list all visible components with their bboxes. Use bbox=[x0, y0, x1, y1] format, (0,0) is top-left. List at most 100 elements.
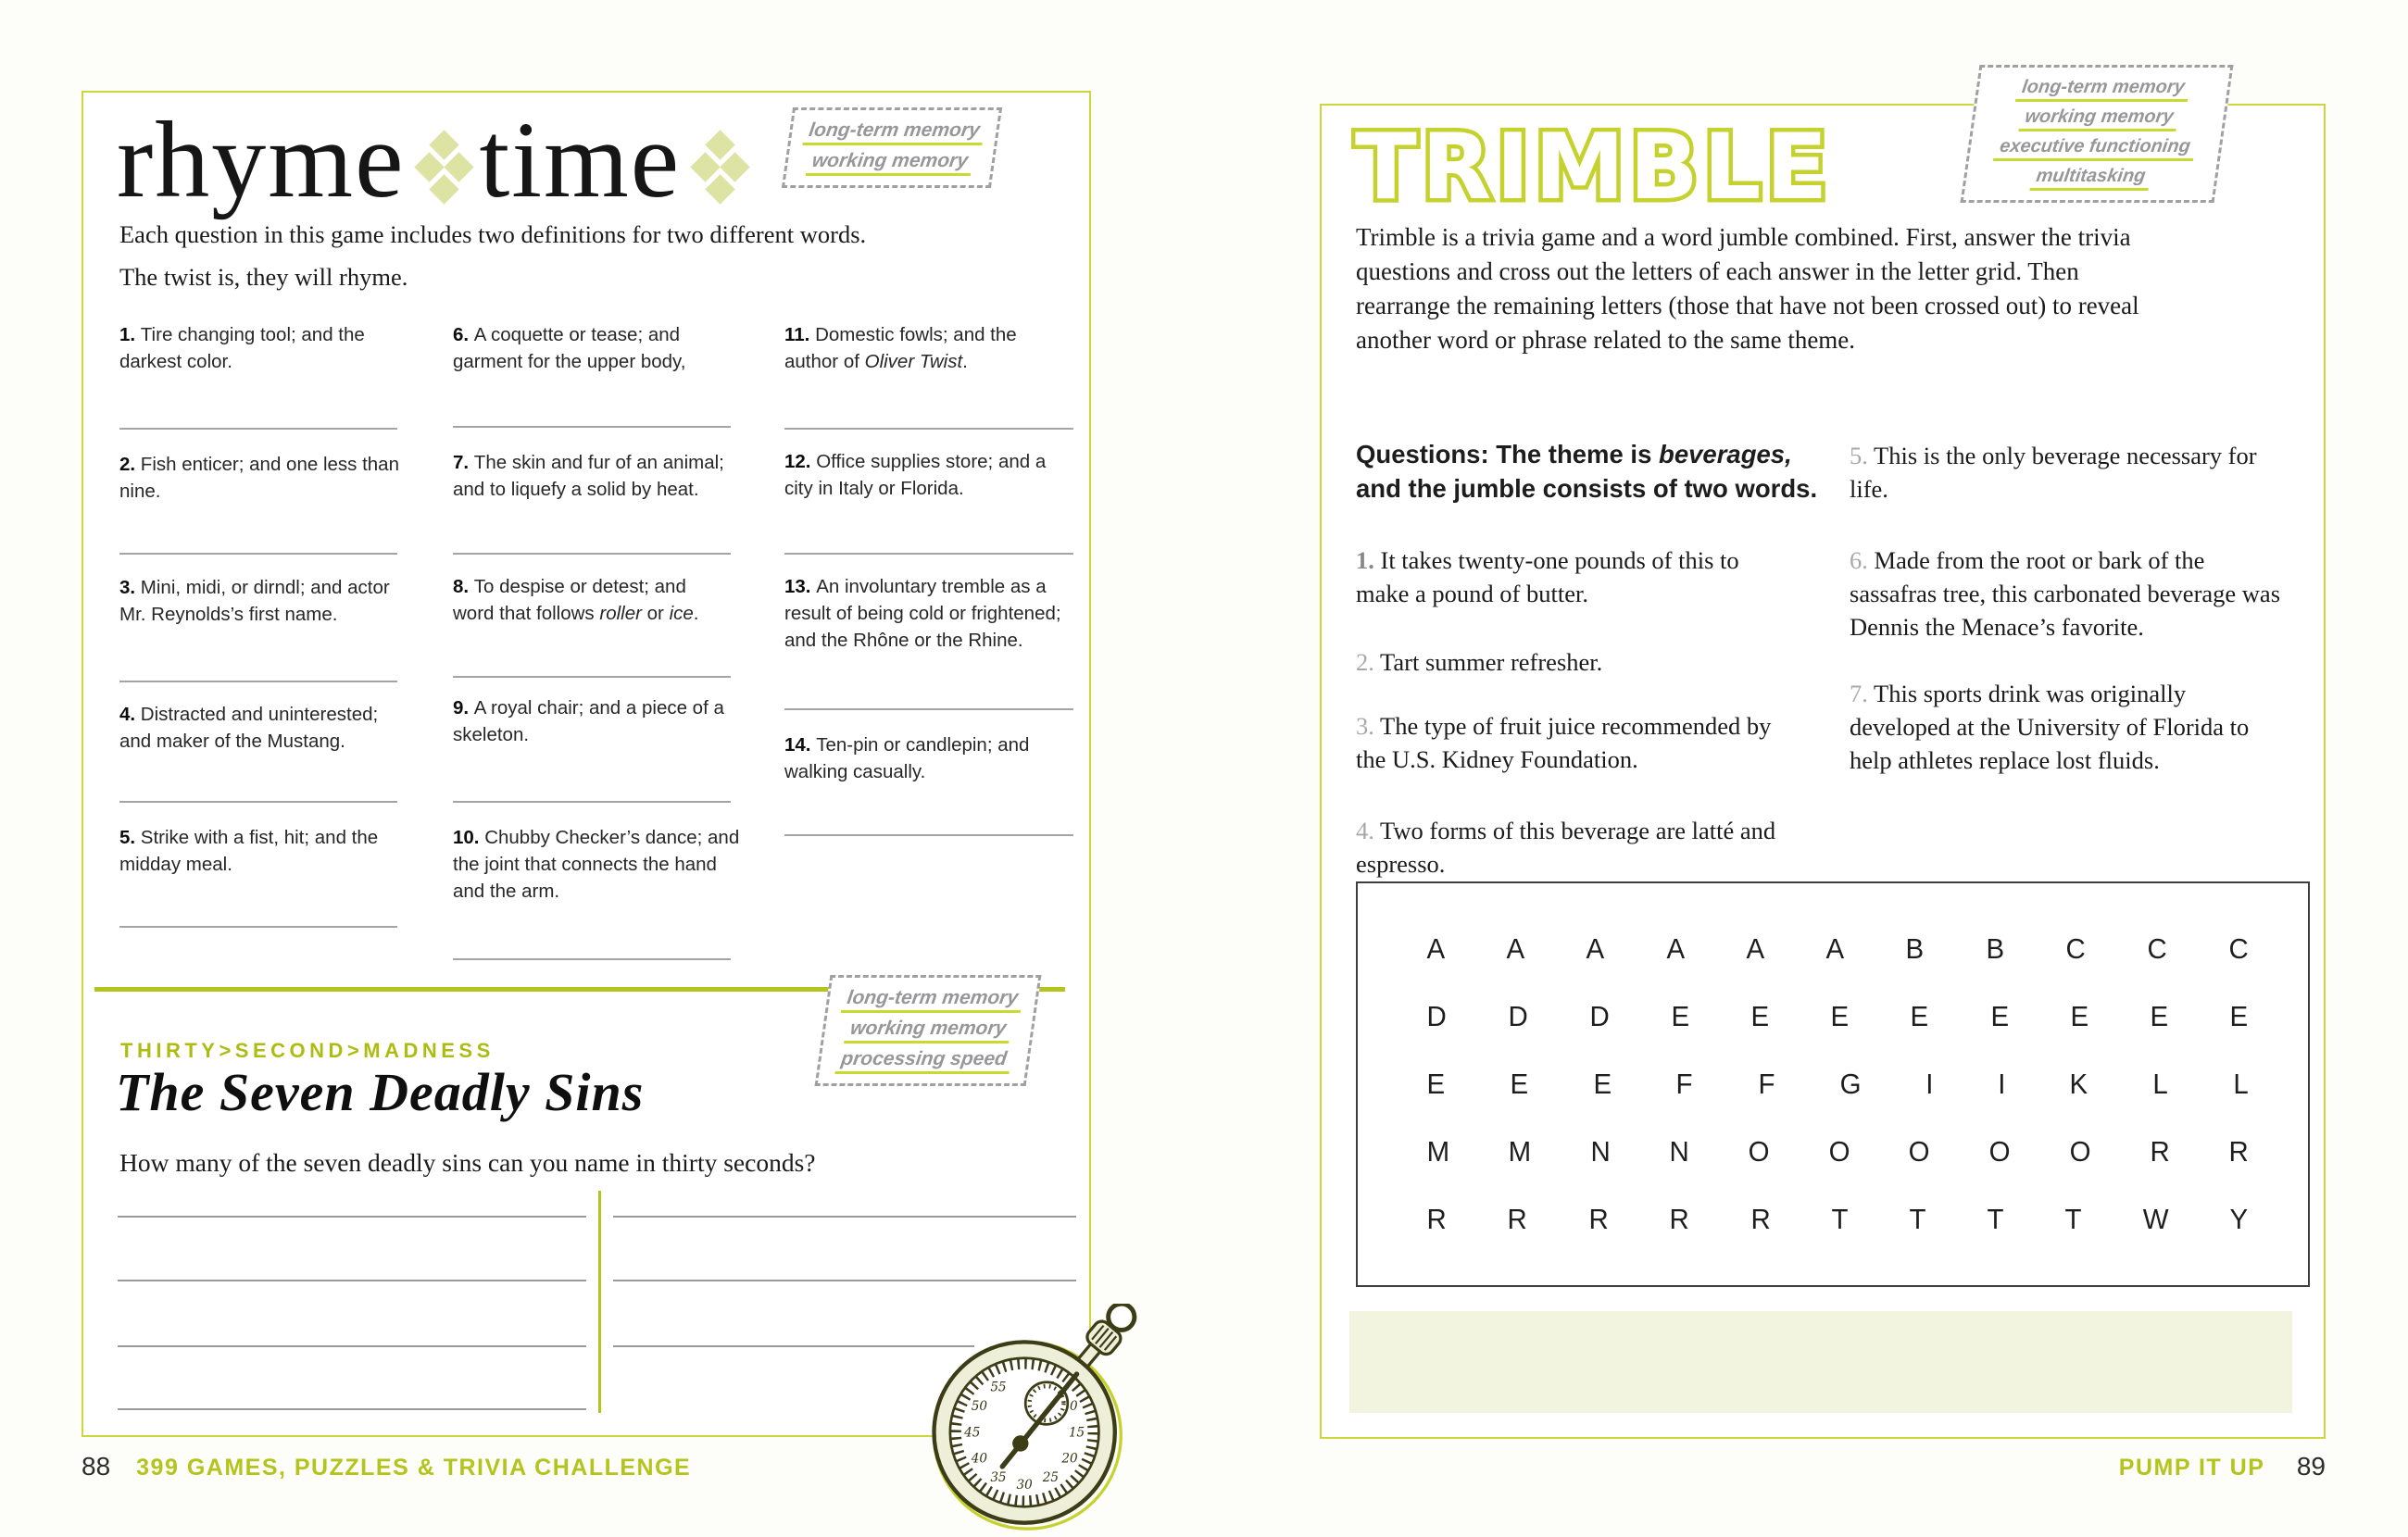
sins-answer-line[interactable] bbox=[613, 1345, 974, 1347]
answer-line[interactable] bbox=[453, 553, 731, 555]
question-number: 3. bbox=[1356, 712, 1381, 740]
cognitive-tag: long-term memory bbox=[802, 119, 986, 145]
grid-letter[interactable]: F bbox=[1675, 1068, 1693, 1100]
grid-letter[interactable]: R bbox=[1426, 1203, 1447, 1235]
answer-line[interactable] bbox=[453, 426, 731, 428]
grid-letter[interactable]: L bbox=[2233, 1068, 2249, 1100]
sins-answer-line[interactable] bbox=[118, 1280, 586, 1281]
grid-letter[interactable]: E bbox=[1426, 1068, 1446, 1100]
grid-letter[interactable]: A bbox=[1666, 932, 1685, 965]
grid-letter[interactable]: W bbox=[2142, 1203, 2169, 1235]
question-number: 2. bbox=[1356, 648, 1381, 676]
grid-letter[interactable]: R bbox=[2150, 1135, 2170, 1168]
grid-letter[interactable]: O bbox=[1908, 1135, 1930, 1168]
grid-letter[interactable]: D bbox=[1589, 1000, 1610, 1032]
rhyme-question-5: 5. Strike with a fist, hit; and the midda… bbox=[119, 827, 379, 875]
sins-answer-line[interactable] bbox=[118, 1345, 586, 1347]
sins-answer-area bbox=[83, 93, 1089, 1435]
answer-line[interactable] bbox=[119, 801, 397, 803]
grid-letter[interactable]: C bbox=[2147, 932, 2167, 965]
question-number: 6. bbox=[1850, 546, 1875, 574]
grid-letter[interactable]: C bbox=[2228, 932, 2249, 965]
question-number: 5. bbox=[1850, 442, 1875, 469]
answer-line[interactable] bbox=[784, 553, 1073, 555]
grid-letter[interactable]: O bbox=[1828, 1135, 1850, 1168]
grid-letter[interactable]: E bbox=[1510, 1068, 1528, 1100]
grid-letter[interactable]: T bbox=[1987, 1203, 2004, 1235]
grid-letter[interactable]: E bbox=[1750, 1000, 1770, 1032]
grid-letter[interactable]: B bbox=[1986, 932, 2004, 965]
cognitive-tag: processing speed bbox=[834, 1048, 1013, 1074]
answer-line[interactable] bbox=[119, 681, 397, 682]
grid-letter[interactable]: T bbox=[1831, 1203, 1849, 1235]
grid-letter[interactable]: R bbox=[1750, 1203, 1771, 1235]
grid-letter[interactable]: C bbox=[2065, 932, 2086, 965]
answer-line[interactable] bbox=[453, 958, 731, 960]
rhyme-question-14: 14. Ten-pin or candlepin; and walking cas… bbox=[784, 734, 1030, 782]
grid-letter[interactable]: T bbox=[2064, 1203, 2082, 1235]
grid-letter[interactable]: O bbox=[1988, 1135, 2011, 1168]
grid-letter[interactable]: A bbox=[1586, 932, 1605, 965]
intro-line: Trimble is a trivia game and a word jumb… bbox=[1356, 223, 2131, 251]
sins-answer-line[interactable] bbox=[118, 1216, 586, 1218]
grid-letter[interactable]: R bbox=[1669, 1203, 1690, 1235]
trimble-questions: 1. It takes twenty-one pounds of this to… bbox=[1322, 106, 2324, 1437]
grid-letter[interactable]: N bbox=[1669, 1135, 1689, 1168]
grid-letter[interactable]: E bbox=[1671, 1000, 1689, 1032]
grid-letter[interactable]: E bbox=[1830, 1000, 1850, 1032]
grid-letter[interactable]: M bbox=[1426, 1135, 1450, 1168]
grid-letter[interactable]: E bbox=[2150, 1000, 2169, 1032]
grid-letter[interactable]: O bbox=[1748, 1135, 1770, 1168]
sins-answer-line[interactable] bbox=[118, 1408, 586, 1410]
grid-letter[interactable]: K bbox=[2069, 1068, 2088, 1100]
grid-letter[interactable]: E bbox=[1593, 1068, 1612, 1100]
answer-line[interactable] bbox=[784, 834, 1073, 836]
answer-line[interactable] bbox=[784, 428, 1073, 430]
answer-line[interactable] bbox=[119, 926, 397, 928]
grid-letter[interactable]: D bbox=[1426, 1000, 1447, 1032]
grid-letter[interactable]: E bbox=[2229, 1000, 2249, 1032]
grid-letter[interactable]: I bbox=[1925, 1068, 1934, 1100]
svg-text:45: 45 bbox=[963, 1425, 980, 1440]
letter-grid: A A A A A A B B C C C D D D E E E E E E E E E E E F F G I I K L L M M N N O O O… bbox=[1356, 881, 2310, 1287]
sins-answer-line[interactable] bbox=[613, 1216, 1076, 1218]
rhyme-title-word2: time bbox=[479, 99, 682, 220]
grid-letter[interactable]: A bbox=[1825, 932, 1845, 965]
grid-letter[interactable]: R bbox=[2228, 1135, 2249, 1168]
cognitive-tag: multitasking bbox=[2029, 166, 2152, 191]
grid-letter[interactable]: B bbox=[1905, 932, 1925, 965]
grid-letter[interactable]: Y bbox=[2229, 1203, 2249, 1235]
answer-line[interactable] bbox=[784, 708, 1073, 710]
grid-letter[interactable]: E bbox=[1990, 1000, 2009, 1032]
grid-letter[interactable]: E bbox=[2070, 1000, 2089, 1032]
rhyme-question-7: 7. The skin and fur of an animal; and to … bbox=[453, 452, 724, 500]
grid-letter[interactable]: A bbox=[1506, 932, 1525, 965]
answer-line[interactable] bbox=[119, 428, 397, 430]
answer-line[interactable] bbox=[119, 553, 397, 555]
grid-letter[interactable]: E bbox=[1910, 1000, 1929, 1032]
grid-letter[interactable]: G bbox=[1839, 1068, 1862, 1100]
grid-letter[interactable]: O bbox=[2069, 1135, 2091, 1168]
svg-text:25: 25 bbox=[1042, 1470, 1059, 1485]
question-number: 6. bbox=[453, 324, 474, 345]
answer-line[interactable] bbox=[453, 801, 731, 803]
grid-letter[interactable]: D bbox=[1508, 1000, 1528, 1032]
intro-line: rearrange the remaining letters (those t… bbox=[1356, 292, 2139, 319]
grid-letter[interactable]: A bbox=[1426, 932, 1446, 965]
grid-letter[interactable]: A bbox=[1746, 932, 1765, 965]
grid-letter[interactable]: R bbox=[1588, 1203, 1609, 1235]
sins-answer-line[interactable] bbox=[613, 1280, 1076, 1281]
answer-line[interactable] bbox=[453, 676, 731, 678]
grid-letter[interactable]: R bbox=[1507, 1203, 1528, 1235]
grid-letter[interactable]: I bbox=[1997, 1068, 2006, 1100]
cognitive-tag: long-term memory bbox=[2015, 77, 2191, 102]
grid-letter[interactable]: T bbox=[1909, 1203, 1926, 1235]
grid-letter[interactable]: N bbox=[1590, 1135, 1611, 1168]
grid-letter[interactable]: M bbox=[1509, 1135, 1532, 1168]
grid-letter[interactable]: L bbox=[2152, 1068, 2169, 1100]
svg-text:55: 55 bbox=[990, 1381, 1006, 1395]
grid-letter[interactable]: F bbox=[1758, 1068, 1775, 1100]
page-number: 88 bbox=[82, 1452, 111, 1481]
jumble-answer-panel[interactable] bbox=[1349, 1311, 2292, 1413]
